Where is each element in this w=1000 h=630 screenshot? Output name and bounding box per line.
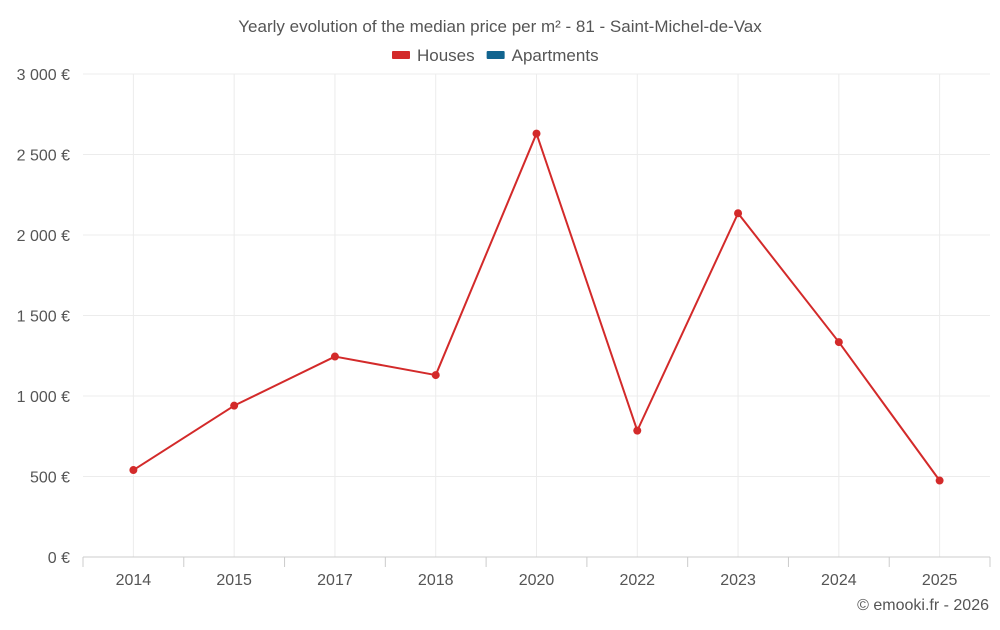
data-point-houses[interactable] <box>633 426 642 435</box>
legend-item-apartments[interactable]: Apartments <box>486 46 599 65</box>
series-layer <box>129 129 944 485</box>
y-tick-label: 1 000 € <box>17 389 70 406</box>
x-tick-label: 2024 <box>821 572 857 589</box>
grid <box>83 73 990 557</box>
credit-text: © emooki.fr - 2026 <box>857 597 989 614</box>
data-point-houses[interactable] <box>935 476 944 485</box>
data-point-houses[interactable] <box>330 352 339 361</box>
data-point-houses[interactable] <box>230 401 239 410</box>
data-point-houses[interactable] <box>734 209 743 218</box>
x-tick-label: 2018 <box>418 572 454 589</box>
x-tick-label: 2025 <box>922 572 958 589</box>
data-point-houses[interactable] <box>834 338 843 347</box>
x-tick-label: 2017 <box>317 572 353 589</box>
y-tick-label: 500 € <box>30 470 70 487</box>
chart-title: Yearly evolution of the median price per… <box>238 17 762 36</box>
x-tick-label: 2020 <box>519 572 555 589</box>
x-tick-label: 2015 <box>216 572 252 589</box>
axes: 0 € 500 € 1 000 € 1 500 € 2 000 € 2 500 € 3 00… <box>17 67 991 589</box>
data-point-houses[interactable] <box>532 129 541 138</box>
y-tick-label: 2 500 € <box>17 148 70 165</box>
x-tick-label: 2014 <box>116 572 152 589</box>
data-point-houses[interactable] <box>431 371 440 380</box>
legend-label: Houses <box>417 46 475 65</box>
x-tick-label: 2023 <box>720 572 756 589</box>
y-tick-label: 0 € <box>48 550 70 567</box>
data-point-houses[interactable] <box>129 466 138 475</box>
legend-swatch <box>392 51 410 59</box>
legend[interactable]: Houses Apartments <box>392 46 599 65</box>
x-tick-label: 2022 <box>619 572 655 589</box>
legend-label: Apartments <box>512 46 599 65</box>
y-tick-label: 2 000 € <box>17 228 70 245</box>
legend-item-houses[interactable]: Houses <box>392 46 475 65</box>
y-tick-label: 1 500 € <box>17 309 70 326</box>
legend-swatch <box>486 51 505 59</box>
y-tick-label: 3 000 € <box>17 67 70 84</box>
